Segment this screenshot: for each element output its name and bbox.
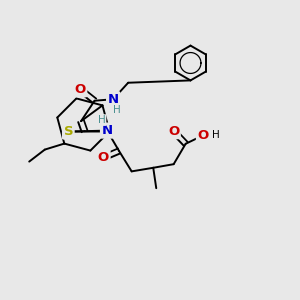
Text: O: O — [197, 129, 209, 142]
Text: N: N — [101, 124, 112, 137]
Text: O: O — [74, 83, 86, 96]
Text: H: H — [212, 130, 220, 140]
Text: H: H — [113, 105, 121, 115]
Text: N: N — [108, 93, 119, 106]
Text: O: O — [98, 151, 109, 164]
Text: H: H — [98, 115, 106, 125]
Text: S: S — [64, 125, 73, 138]
Text: O: O — [168, 125, 179, 138]
